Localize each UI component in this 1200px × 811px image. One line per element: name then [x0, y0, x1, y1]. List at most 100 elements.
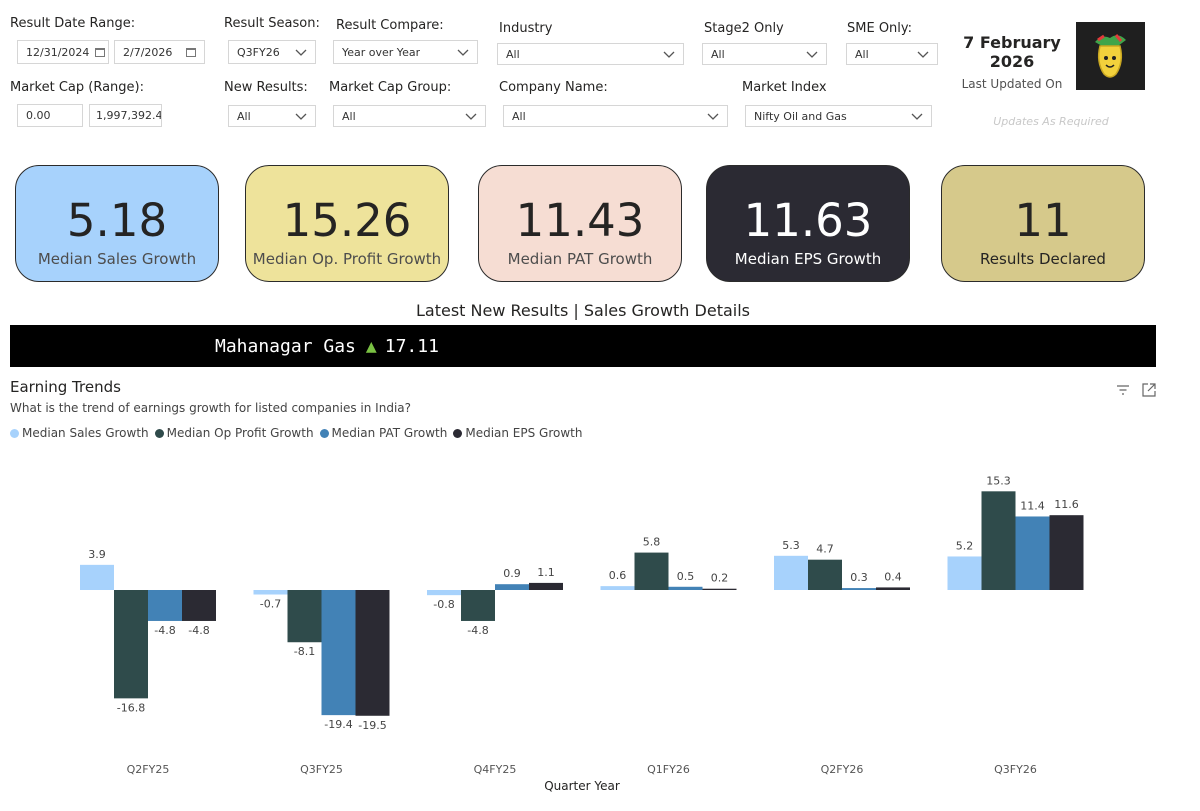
last-updated-date-line2: 2026 — [989, 52, 1035, 71]
kpi-card-op-profit-growth: 15.26 Median Op. Profit Growth — [245, 165, 449, 282]
industry-dropdown[interactable]: All — [497, 43, 684, 65]
calendar-icon[interactable] — [95, 47, 106, 57]
bar[interactable] — [80, 564, 114, 590]
bar[interactable] — [668, 586, 703, 590]
x-tick-label: Q1FY26 — [647, 763, 690, 776]
bar[interactable] — [600, 586, 635, 590]
result-compare-dropdown[interactable]: Year over Year — [333, 40, 478, 64]
data-label: 0.3 — [850, 571, 868, 584]
ticker-company: Mahanagar Gas — [215, 335, 356, 357]
kpi-card-results-declared: 11 Results Declared — [941, 165, 1145, 282]
bar[interactable] — [529, 582, 563, 590]
filter-icon[interactable] — [1116, 383, 1130, 397]
legend-label: Median Sales Growth — [22, 426, 149, 440]
bar[interactable] — [321, 590, 356, 716]
legend-label: Median PAT Growth — [331, 426, 448, 440]
result-compare-label: Result Compare: — [336, 18, 444, 33]
result-season-label: Result Season: — [224, 16, 320, 31]
market-cap-max-input[interactable]: 1,997,392.41 — [89, 104, 162, 127]
bar[interactable] — [981, 491, 1016, 590]
legend-dot-icon — [10, 428, 19, 438]
bar[interactable] — [287, 590, 322, 643]
chevron-down-icon — [707, 113, 719, 120]
date-start-input[interactable]: 12/31/2024 — [17, 40, 109, 64]
legend-item[interactable]: Median Op Profit Growth — [154, 426, 314, 440]
company-name-label: Company Name: — [499, 80, 608, 95]
chevron-down-icon — [465, 113, 477, 120]
bar[interactable] — [634, 552, 669, 590]
bar[interactable] — [702, 588, 737, 590]
new-results-dropdown[interactable]: All — [228, 105, 316, 127]
up-arrow-icon: ▲ — [365, 335, 377, 357]
company-name-value: All — [512, 109, 526, 123]
bar[interactable] — [114, 590, 148, 699]
market-index-dropdown[interactable]: Nifty Oil and Gas — [745, 105, 932, 127]
market-cap-group-value: All — [342, 109, 356, 123]
bar[interactable] — [808, 559, 842, 590]
market-cap-group-label: Market Cap Group: — [329, 80, 452, 95]
legend-dot-icon — [453, 428, 463, 438]
result-compare-value: Year over Year — [342, 45, 421, 59]
kpi-label: Median Op. Profit Growth — [252, 250, 442, 268]
chevron-down-icon — [911, 113, 923, 120]
legend-item[interactable]: Median Sales Growth — [10, 426, 149, 440]
legend-label: Median Op Profit Growth — [166, 426, 314, 440]
legend-item[interactable]: Median EPS Growth — [453, 426, 583, 440]
bar[interactable] — [495, 584, 529, 590]
legend-dot-icon — [154, 428, 164, 438]
section-title: Latest New Results | Sales Growth Detail… — [416, 301, 750, 320]
bar[interactable] — [842, 588, 876, 590]
stage2-only-dropdown[interactable]: All — [702, 43, 827, 65]
result-date-range-label: Result Date Range: — [10, 16, 136, 31]
data-label: 5.2 — [956, 539, 974, 552]
market-cap-min-input[interactable]: 0.00 — [17, 104, 83, 127]
focus-mode-icon[interactable] — [1142, 383, 1156, 397]
last-updated-date: 7 February 2026 — [960, 33, 1064, 71]
x-tick-label: Q2FY25 — [127, 763, 170, 776]
burrito-logo-icon — [1095, 34, 1126, 78]
legend-label: Median EPS Growth — [465, 426, 583, 440]
new-results-value: All — [237, 109, 251, 123]
x-tick-label: Q2FY26 — [821, 763, 864, 776]
chevron-down-icon — [295, 113, 307, 120]
date-end-value: 2/7/2026 — [123, 45, 173, 59]
kpi-card-eps-growth: 11.63 Median EPS Growth — [706, 165, 910, 282]
chart-legend: Median Sales Growth Median Op Profit Grow… — [10, 426, 589, 440]
bar[interactable] — [876, 587, 910, 590]
kpi-card-sales-growth: 5.18 Median Sales Growth — [15, 165, 219, 282]
x-tick-label: Q3FY26 — [994, 763, 1037, 776]
result-season-dropdown[interactable]: Q3FY26 — [228, 40, 316, 64]
x-tick-label: Q3FY25 — [300, 763, 343, 776]
bar[interactable] — [774, 555, 808, 590]
stage2-only-label: Stage2 Only — [704, 21, 784, 36]
data-label: -0.7 — [260, 598, 281, 611]
bar[interactable] — [182, 590, 216, 621]
update-frequency-note: Updates As Required — [993, 115, 1109, 128]
bar[interactable] — [148, 590, 182, 621]
data-label: 5.8 — [643, 536, 661, 549]
data-label: 15.3 — [986, 474, 1011, 487]
data-label: 1.1 — [537, 566, 555, 579]
bar[interactable] — [947, 556, 982, 590]
kpi-label: Median Sales Growth — [37, 250, 197, 268]
data-label: -8.1 — [294, 645, 315, 658]
data-label: 0.6 — [609, 569, 627, 582]
last-updated-label: Last Updated On — [961, 77, 1063, 91]
company-name-dropdown[interactable]: All — [503, 105, 728, 127]
market-cap-group-dropdown[interactable]: All — [333, 105, 486, 127]
bar[interactable] — [1049, 515, 1084, 590]
data-label: 3.9 — [88, 548, 106, 561]
bar[interactable] — [1015, 516, 1050, 590]
data-label: 11.6 — [1054, 498, 1079, 511]
legend-item[interactable]: Median PAT Growth — [319, 426, 448, 440]
bar[interactable] — [461, 590, 495, 621]
date-end-input[interactable]: 2/7/2026 — [114, 40, 205, 64]
sme-only-dropdown[interactable]: All — [846, 43, 938, 65]
kpi-value: 11.43 — [515, 194, 645, 247]
earning-trends-chart: 3.9 -16.8 -4.8 -4.8 Q2FY25 -0.7 -8.1 -19.4 -19.5… — [80, 474, 1084, 793]
bar[interactable] — [355, 590, 390, 716]
x-axis-label: Quarter Year — [544, 779, 620, 793]
bar[interactable] — [253, 590, 288, 595]
calendar-icon[interactable] — [186, 47, 196, 57]
bar[interactable] — [427, 590, 461, 596]
